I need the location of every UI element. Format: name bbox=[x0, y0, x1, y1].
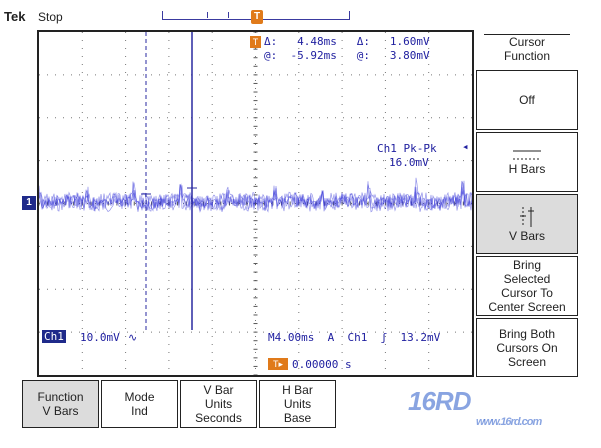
trigger-offset-value: 0.00000 s bbox=[292, 358, 352, 371]
side-btn-label: Cursors On bbox=[496, 340, 558, 355]
h-bar-units-button[interactable]: H Bar Units Base bbox=[259, 380, 336, 428]
side-menu: Cursor Function Off H Bars V Bars Bring … bbox=[476, 30, 579, 377]
bottom-btn-label: Seconds bbox=[195, 411, 242, 425]
cursor-h-bars-button[interactable]: H Bars bbox=[476, 132, 578, 192]
side-btn-label: V Bars bbox=[508, 229, 545, 243]
bottom-btn-label: Units bbox=[204, 397, 233, 411]
vertical-scale: 10.0mV bbox=[80, 331, 120, 344]
bottom-btn-label: Ind bbox=[131, 404, 148, 418]
v-bar-units-button[interactable]: V Bar Units Seconds bbox=[180, 380, 257, 428]
side-btn-label: H Bars bbox=[508, 162, 546, 176]
bring-selected-cursor-button[interactable]: Bring Selected Cursor To Center Screen bbox=[476, 256, 578, 316]
mode-button[interactable]: Mode Ind bbox=[101, 380, 178, 428]
side-btn-label: Center Screen bbox=[488, 300, 566, 314]
side-menu-title: Cursor Function bbox=[476, 30, 578, 68]
cursor-position-readout: @: -5.92ms @: 3.80mV bbox=[264, 49, 430, 62]
watermark-logo: 16RD www.16rd.com bbox=[408, 386, 598, 442]
function-button[interactable]: Function V Bars bbox=[22, 380, 99, 428]
top-status-bar: Tek Stop T bbox=[0, 0, 601, 30]
trigger-position-icon: T bbox=[251, 10, 263, 24]
bottom-btn-label: V Bar bbox=[203, 383, 234, 397]
acquisition-status: Stop bbox=[38, 10, 63, 24]
coupling-icon: ∿ bbox=[128, 331, 138, 344]
cursor-v-bars-button[interactable]: V Bars bbox=[476, 194, 578, 254]
side-btn-label: Bring bbox=[512, 258, 541, 272]
cursor-off-button[interactable]: Off bbox=[476, 70, 578, 130]
bottom-btn-label: V Bars bbox=[42, 404, 79, 418]
ch1-ground-marker-icon[interactable]: 1 bbox=[22, 196, 36, 210]
title-rule bbox=[484, 34, 570, 35]
timebase-trigger-readout: M4.00ms A Ch1 ʃ 13.2mV bbox=[268, 331, 441, 344]
side-btn-label: Selected bbox=[503, 272, 551, 286]
channel-chip: Ch1 bbox=[42, 330, 66, 343]
waveform-trace bbox=[39, 184, 472, 213]
measurement-label: Ch1 Pk-Pk bbox=[377, 142, 437, 155]
bottom-btn-label: Base bbox=[283, 411, 312, 425]
graticule-grid bbox=[39, 32, 472, 375]
waveform-display[interactable] bbox=[37, 30, 474, 377]
bring-both-cursors-button[interactable]: Bring Both Cursors On Screen bbox=[476, 318, 578, 377]
v-bars-icon bbox=[520, 207, 534, 227]
record-view-window bbox=[207, 12, 229, 18]
side-btn-label: Bring Both bbox=[498, 326, 556, 341]
bottom-btn-label: Units bbox=[283, 397, 312, 411]
cursor-readout-icon: T bbox=[250, 36, 261, 48]
measurement-marker-icon: ◂ bbox=[462, 140, 469, 153]
h-bars-icon bbox=[513, 150, 541, 160]
side-menu-title-line2: Function bbox=[503, 49, 551, 63]
trigger-offset-icon: T▸ bbox=[268, 358, 288, 370]
side-btn-label: Off bbox=[519, 93, 535, 107]
side-btn-label: Screen bbox=[507, 354, 547, 369]
bottom-btn-label: H Bar bbox=[282, 383, 313, 397]
bottom-btn-label: Mode bbox=[124, 390, 155, 404]
side-menu-title-line1: Cursor bbox=[508, 35, 545, 49]
side-btn-label: Cursor To bbox=[501, 286, 553, 300]
measurement-value: 16.0mV bbox=[389, 156, 429, 169]
bottom-btn-label: Function bbox=[37, 390, 84, 404]
watermark-main: 16RD bbox=[408, 386, 471, 416]
bottom-menu: Function V Bars Mode Ind V Bar Units Sec… bbox=[0, 380, 601, 448]
cursor-delta-readout: Δ: 4.48ms Δ: 1.60mV bbox=[264, 35, 430, 48]
watermark-sub: www.16rd.com bbox=[476, 416, 542, 428]
brand-logo: Tek bbox=[4, 9, 26, 24]
